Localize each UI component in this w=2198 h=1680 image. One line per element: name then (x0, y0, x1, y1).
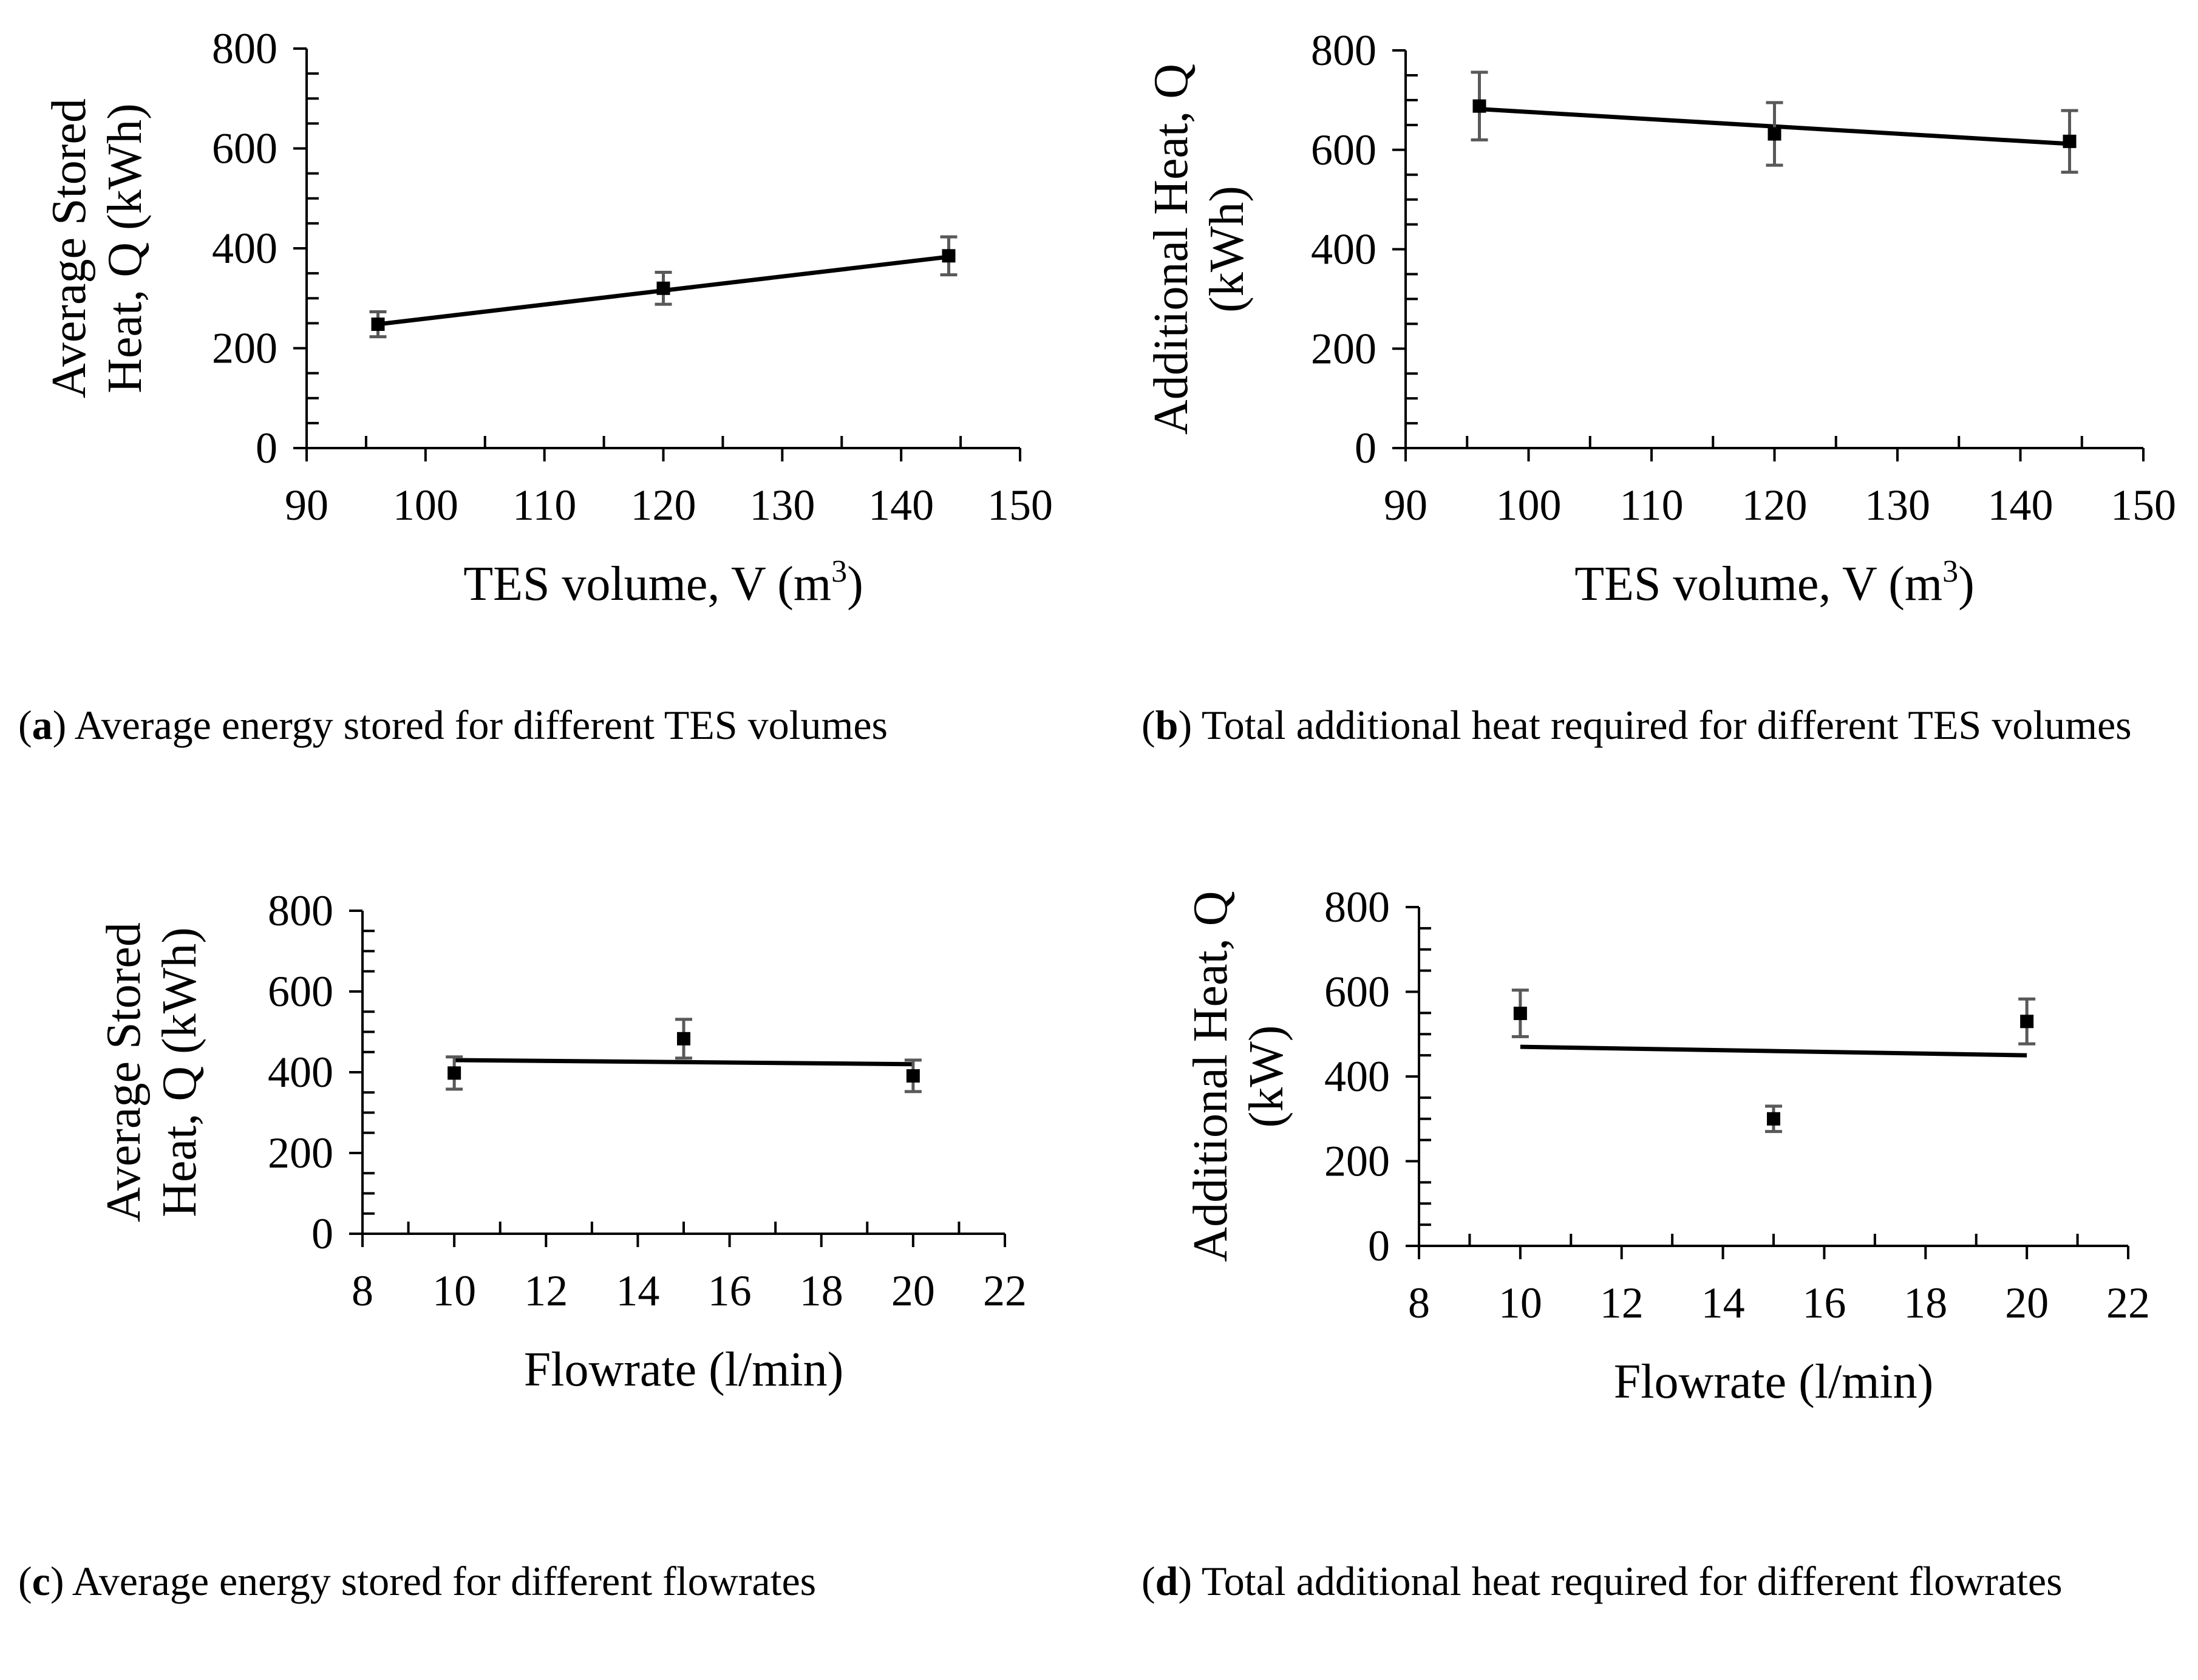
x-axis-title: TES volume, V (m3) (463, 554, 863, 611)
x-tick-label: 130 (749, 481, 815, 529)
caption-b: (b) Total additional heat required for d… (1142, 702, 2132, 748)
x-tick-label: 110 (1619, 481, 1683, 529)
data-point (942, 249, 956, 263)
data-point (906, 1069, 920, 1083)
y-tick-label: 200 (1324, 1137, 1390, 1186)
data-point (1768, 127, 1781, 141)
data-point (1513, 1007, 1527, 1021)
x-tick-label: 20 (2005, 1279, 2049, 1327)
y-tick-label: 400 (268, 1048, 333, 1097)
caption-a-letter: a (32, 702, 53, 748)
x-tick-label: 110 (512, 481, 576, 529)
caption-b-text: Total additional heat required for diffe… (1201, 702, 2132, 748)
x-tick-label: 8 (352, 1267, 373, 1315)
data-point (1767, 1112, 1780, 1126)
caption-c: (c) Average energy stored for different … (18, 1558, 817, 1604)
x-tick-label: 130 (1865, 481, 1930, 529)
x-tick-label: 100 (1496, 481, 1562, 529)
x-tick-label: 12 (524, 1267, 568, 1315)
chart-c: 8 10 12 14 16 18 20 22 0 200 400 600 800 Flowrate (l/… (97, 886, 1027, 1396)
y-axis-title: Average StoredHeat, Q (kWh) (97, 922, 206, 1222)
y-tick-label: 200 (1311, 324, 1376, 373)
x-tick-label: 150 (987, 481, 1053, 529)
y-tick-label: 400 (1324, 1052, 1390, 1101)
trendline (1520, 1044, 2027, 1058)
y-tick-label: 800 (1324, 883, 1390, 931)
caption-c-letter: c (32, 1558, 50, 1604)
y-tick-label: 800 (1311, 26, 1376, 75)
y-tick-label: 400 (212, 224, 277, 273)
x-tick-label: 22 (983, 1267, 1027, 1315)
x-tick-label: 10 (432, 1267, 476, 1315)
y-tick-label: 600 (1324, 968, 1390, 1016)
x-tick-label: 18 (1904, 1279, 1947, 1327)
x-tick-label: 14 (1701, 1279, 1745, 1327)
x-tick-label: 12 (1600, 1279, 1644, 1327)
data-point (2020, 1015, 2034, 1029)
data-point (2063, 134, 2077, 148)
y-tick-label: 200 (268, 1129, 333, 1177)
y-tick-label: 800 (268, 886, 333, 935)
caption-b-letter: b (1155, 702, 1179, 748)
y-tick-label: 400 (1311, 225, 1376, 274)
data-point (656, 281, 670, 295)
x-tick-label: 16 (1802, 1279, 1846, 1327)
y-tick-label: 0 (256, 424, 277, 472)
x-tick-label: 14 (616, 1267, 659, 1315)
chart-d: 8 10 12 14 16 18 20 22 0 200 400 600 800 Flowrate (l/… (1184, 883, 2150, 1409)
x-tick-label: 150 (2111, 481, 2176, 529)
y-tick-label: 200 (212, 324, 277, 373)
chart-b: 90 100 110 120 130 140 150 0 200 400 600 800 TES vol… (1145, 26, 2176, 611)
data-point (447, 1066, 461, 1080)
x-axis-title: TES volume, V (m3) (1574, 554, 1975, 611)
x-tick-label: 120 (1742, 481, 1808, 529)
x-tick-label: 140 (1988, 481, 2053, 529)
x-tick-label: 16 (708, 1267, 752, 1315)
caption-a-text: Average energy stored for different TES … (74, 702, 888, 748)
y-tick-label: 600 (212, 124, 277, 173)
caption-a: (a) Average energy stored for different … (18, 702, 888, 748)
x-tick-label: 90 (285, 481, 328, 529)
x-axis-title: Flowrate (l/min) (524, 1343, 844, 1396)
caption-d-text: Total additional heat required for diffe… (1201, 1558, 2063, 1604)
y-tick-label: 0 (311, 1209, 333, 1258)
y-tick-label: 0 (1355, 424, 1376, 472)
caption-d: (d) Total additional heat required for d… (1142, 1558, 2063, 1604)
x-tick-label: 20 (891, 1267, 935, 1315)
x-tick-label: 8 (1408, 1279, 1430, 1327)
x-tick-label: 90 (1384, 481, 1427, 529)
x-tick-label: 10 (1499, 1279, 1542, 1327)
y-axis-title: Average StoredHeat, Q (kWh) (43, 98, 152, 398)
chart-a: 90 100 110 120 130 140 150 0 200 400 600 800 TES vol… (43, 24, 1053, 611)
trendline (454, 1058, 913, 1067)
y-tick-label: 0 (1368, 1222, 1390, 1270)
data-point (677, 1032, 690, 1046)
x-tick-label: 100 (393, 481, 458, 529)
y-tick-label: 800 (212, 24, 277, 73)
y-axis-title: Additional Heat, Q(kWh) (1145, 64, 1254, 435)
x-tick-label: 18 (800, 1267, 843, 1315)
caption-d-letter: d (1155, 1558, 1179, 1604)
data-point (371, 318, 385, 332)
x-tick-label: 120 (631, 481, 696, 529)
data-point (1472, 99, 1486, 113)
y-tick-label: 600 (1311, 126, 1376, 174)
caption-c-text: Average energy stored for different flow… (72, 1558, 817, 1604)
y-axis-title: Additional Heat, Q(kW) (1184, 891, 1293, 1262)
x-tick-label: 22 (2106, 1279, 2150, 1327)
x-tick-label: 140 (868, 481, 934, 529)
y-tick-label: 600 (268, 967, 333, 1016)
x-axis-title: Flowrate (l/min) (1614, 1355, 1934, 1409)
